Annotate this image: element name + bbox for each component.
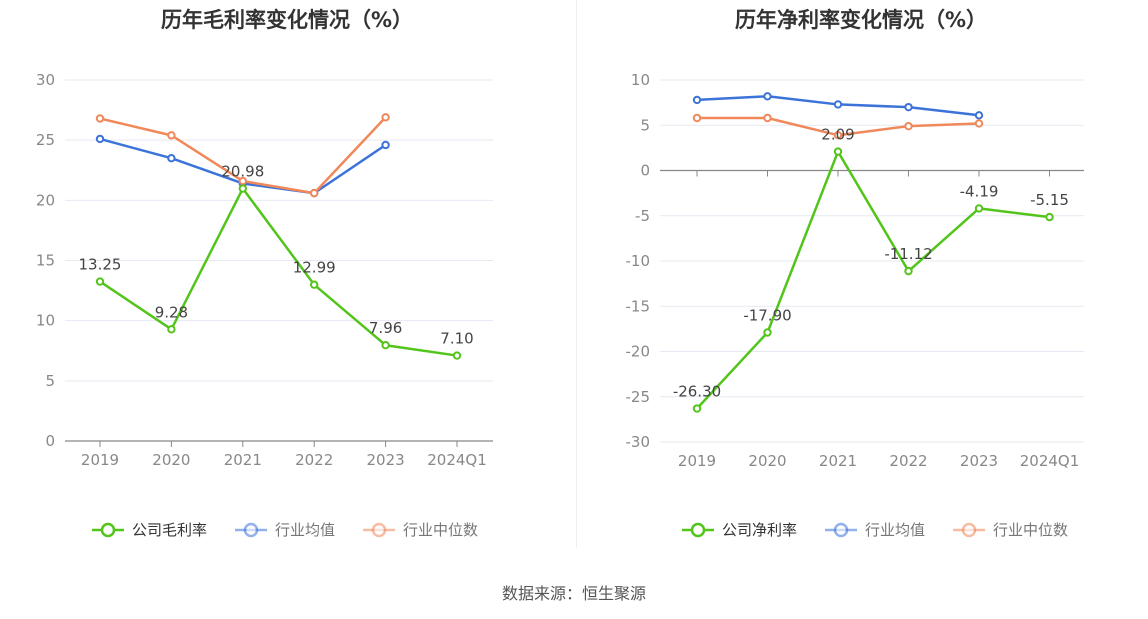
data-label: 7.96 xyxy=(369,319,402,337)
legend-label: 行业均值 xyxy=(865,521,925,539)
data-point[interactable] xyxy=(167,325,176,334)
net-margin-chart: 历年净利率变化情况（%） -30 -25 -20 -15 -10 -5 0 5 10 2019 20… xyxy=(574,0,1148,560)
x-tick-label: 2020 xyxy=(748,452,786,470)
legend-label: 行业中位数 xyxy=(993,521,1068,539)
data-point[interactable] xyxy=(692,95,702,105)
x-tick-label: 2020 xyxy=(152,451,190,469)
y-tick-label: -30 xyxy=(626,433,651,451)
legend-item[interactable]: 行业均值 xyxy=(235,521,335,539)
data-point[interactable] xyxy=(833,100,843,109)
x-tick-label: 2024Q1 xyxy=(427,451,487,469)
data-point[interactable] xyxy=(238,176,248,186)
data-point[interactable] xyxy=(763,328,772,337)
panel-divider xyxy=(576,0,577,548)
data-point[interactable] xyxy=(1045,212,1054,222)
chart-title: 历年净利率变化情况（%） xyxy=(734,8,988,32)
data-point[interactable] xyxy=(692,404,702,413)
y-tick-label: -5 xyxy=(635,207,650,225)
legend-label: 行业均值 xyxy=(275,521,335,539)
series-line xyxy=(696,150,1050,410)
data-point[interactable] xyxy=(95,277,105,286)
data-point[interactable] xyxy=(238,184,248,193)
data-label: 7.10 xyxy=(440,330,473,348)
legend-label: 公司毛利率 xyxy=(132,521,207,539)
legend-item[interactable]: 公司净利率 xyxy=(682,521,797,539)
y-tick-label: 15 xyxy=(36,252,55,270)
net-margin-plot: -30 -25 -20 -15 -10 -5 0 5 10 2019 2020 2021 2022 202… xyxy=(626,71,1084,539)
data-label: 2.09 xyxy=(821,126,854,144)
data-point[interactable] xyxy=(167,154,176,163)
legend-item[interactable]: 公司毛利率 xyxy=(92,521,207,539)
x-tick-label: 2023 xyxy=(367,451,405,469)
data-point[interactable] xyxy=(974,204,984,213)
data-point[interactable] xyxy=(974,111,984,120)
data-label: -5.15 xyxy=(1030,191,1069,209)
data-point[interactable] xyxy=(167,131,176,140)
data-point[interactable] xyxy=(904,121,913,131)
data-label: -11.12 xyxy=(884,245,932,263)
data-label: 9.28 xyxy=(155,303,188,321)
legend-item[interactable]: 行业均值 xyxy=(825,521,925,539)
x-tick-label: 2022 xyxy=(295,451,333,469)
source-note: 数据来源：恒生聚源 xyxy=(501,584,646,603)
x-tick-label: 2021 xyxy=(224,451,262,469)
data-label: -17.90 xyxy=(743,306,791,324)
data-point[interactable] xyxy=(95,114,105,123)
data-point[interactable] xyxy=(381,113,390,122)
chart-title: 历年毛利率变化情况（%） xyxy=(160,8,414,32)
y-tick-label: 30 xyxy=(36,71,55,89)
data-point[interactable] xyxy=(310,188,319,198)
y-tick-label: 5 xyxy=(45,372,55,390)
y-tick-label: 0 xyxy=(45,432,55,450)
x-tick-label: 2023 xyxy=(960,452,998,470)
data-point[interactable] xyxy=(904,102,913,112)
data-label: 13.25 xyxy=(79,256,122,274)
gross-margin-chart: 历年毛利率变化情况（%） 0 5 10 15 20 25 30 2019 2020 2021 202… xyxy=(0,0,574,560)
data-point[interactable] xyxy=(692,113,702,123)
data-point[interactable] xyxy=(381,341,390,350)
legend-item[interactable]: 行业中位数 xyxy=(363,521,478,539)
data-point[interactable] xyxy=(833,147,843,156)
y-tick-label: -20 xyxy=(626,343,651,361)
x-tick-label: 2024Q1 xyxy=(1020,452,1080,470)
data-point[interactable] xyxy=(974,119,984,128)
data-point[interactable] xyxy=(452,351,462,360)
data-point[interactable] xyxy=(310,280,319,289)
x-tick-label: 2022 xyxy=(889,452,927,470)
y-tick-label: 5 xyxy=(640,116,650,134)
data-label: -4.19 xyxy=(960,182,999,200)
data-label: -26.30 xyxy=(673,383,721,401)
y-tick-label: 20 xyxy=(36,191,55,209)
y-tick-label: -25 xyxy=(626,388,651,406)
data-point[interactable] xyxy=(904,266,913,276)
legend-item[interactable]: 行业中位数 xyxy=(953,521,1068,539)
y-tick-label: 25 xyxy=(36,131,55,149)
y-tick-label: 10 xyxy=(36,312,55,330)
y-tick-label: 0 xyxy=(640,162,650,180)
data-point[interactable] xyxy=(95,134,105,144)
y-tick-label: 10 xyxy=(631,71,650,89)
legend-label: 公司净利率 xyxy=(722,521,797,539)
legend-label: 行业中位数 xyxy=(403,521,478,539)
y-tick-label: -15 xyxy=(626,297,651,315)
data-point[interactable] xyxy=(763,92,772,101)
data-label: 12.99 xyxy=(293,259,336,277)
series-line xyxy=(99,187,458,357)
y-tick-label: -10 xyxy=(626,252,651,270)
x-tick-label: 2019 xyxy=(81,451,119,469)
x-tick-label: 2019 xyxy=(678,452,716,470)
x-tick-label: 2021 xyxy=(819,452,857,470)
data-point[interactable] xyxy=(833,131,843,140)
data-point[interactable] xyxy=(763,113,772,123)
gross-margin-plot: 0 5 10 15 20 25 30 2019 2020 2021 2022 2023 2024Q1 13… xyxy=(36,71,493,539)
data-point[interactable] xyxy=(381,140,390,150)
data-label: 20.98 xyxy=(221,163,264,181)
